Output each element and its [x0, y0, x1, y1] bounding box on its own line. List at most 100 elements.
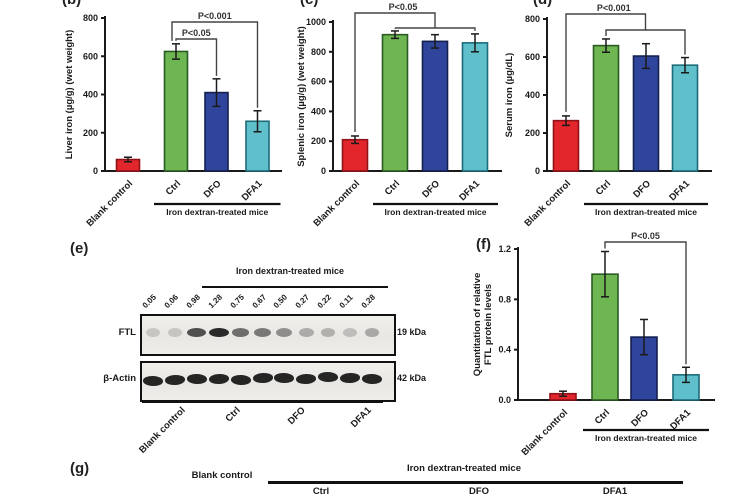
error-bar: [172, 43, 180, 60]
error-bar: [559, 390, 567, 397]
ftl-band: [364, 328, 380, 337]
treated-group-label: Iron dextran-treated mice: [595, 433, 697, 443]
bar-dfa1: [461, 42, 489, 172]
error-bar: [212, 78, 221, 108]
x-category-label: DFO: [420, 178, 442, 200]
y-axis-title: Quantitation of relative: [472, 273, 483, 376]
x-category-label: DFO: [631, 178, 653, 200]
actin-band: [230, 374, 251, 385]
significance-label: P<0.001: [198, 11, 232, 21]
x-category-label: DFA1: [668, 407, 693, 432]
western-blot-panel: Iron dextran-treated mice FTL β-Actin 19…: [60, 238, 460, 460]
error-bar: [253, 110, 262, 133]
ftl-band: [253, 328, 271, 337]
y-tick-label: 600: [525, 52, 540, 62]
bar-blank-control: [341, 138, 369, 172]
actin-band: [208, 373, 229, 385]
bar-dfa1: [671, 64, 699, 172]
lane-value: 0.27: [293, 292, 312, 310]
treated-group-label: Iron dextran-treated mice: [595, 207, 697, 217]
error-bar: [642, 42, 650, 70]
x-category-label: Blank control: [84, 178, 135, 229]
blot-group-segment: [142, 401, 186, 403]
bar-ctrl: [592, 44, 620, 172]
lane-value: 0.98: [184, 292, 202, 310]
significance-bracket: [565, 13, 647, 112]
bar-blank-control: [552, 119, 580, 172]
y-tick-label: 1000: [306, 17, 326, 27]
y-tick-label: 0: [535, 166, 540, 176]
significance-label: P<0.05: [389, 2, 418, 12]
sample-table-panel: Blank control Iron dextran-treated mice …: [0, 455, 750, 500]
error-bar: [682, 366, 690, 384]
error-bar: [391, 30, 399, 40]
significance-label: P<0.05: [631, 231, 660, 241]
y-tick-label: 0: [93, 166, 98, 176]
ftl-band: [231, 328, 250, 337]
panel-letter-g: (g): [70, 460, 90, 477]
y-axis-title: Liver iron (µg/g) (wet weight): [64, 30, 75, 160]
lane-value: 0.50: [272, 292, 290, 310]
significance-bracket: [171, 21, 259, 108]
error-bar: [431, 33, 439, 49]
x-category-label: DFA1: [457, 178, 482, 203]
x-category-label: Blank control: [522, 178, 573, 229]
blot-group-segment: [251, 401, 318, 403]
y-tick-label: 800: [525, 14, 540, 24]
g-group-header: Iron dextran-treated mice: [406, 463, 522, 474]
x-category-label: Ctrl: [593, 407, 612, 426]
error-bar: [640, 318, 648, 356]
g-blank-control-label: Blank control: [191, 470, 253, 481]
y-tick-label: 600: [311, 77, 326, 87]
chart-svg-d: 0 200 400 600 800 Serum iron (µg/dL) Blank con…: [504, 3, 712, 229]
group-bracket: [394, 27, 476, 31]
error-bar: [351, 135, 359, 145]
lane-value: 0.06: [162, 292, 180, 310]
error-bar: [124, 156, 132, 163]
treated-group-label: Iron dextran-treated mice: [384, 207, 486, 217]
x-category-label: Ctrl: [164, 178, 183, 197]
lane-value: 0.05: [140, 292, 159, 310]
treated-group-label: Iron dextran-treated mice: [166, 207, 268, 217]
ftl-band: [298, 328, 314, 337]
y-tick-label: 400: [83, 90, 98, 100]
ftl-band: [168, 328, 182, 337]
y-tick-label: 0: [321, 166, 326, 176]
ftl-band: [208, 328, 229, 337]
bar-dfo: [632, 55, 660, 172]
error-bar: [681, 56, 689, 74]
ftl-kda-label: 19 kDa: [397, 327, 427, 337]
g-column-dfo: DFO: [468, 486, 490, 497]
y-tick-label: 400: [525, 90, 540, 100]
error-bar: [562, 115, 570, 127]
ftl-row-label: FTL: [118, 327, 136, 338]
y-tick-label: 800: [83, 13, 98, 23]
y-axis-title: FTL protein levels: [483, 284, 494, 365]
y-axis-title: Splenic iron (µg/g) (wet weight): [296, 26, 307, 167]
lane-value: 0.28: [359, 292, 378, 310]
g-column-dfa1: DFA1: [602, 486, 628, 497]
y-tick-label: 0.8: [498, 294, 511, 304]
y-tick-label: 1.2: [498, 244, 511, 254]
actin-band: [274, 372, 295, 383]
ftl-band: [187, 328, 207, 337]
panel-letter-c: (c): [300, 0, 318, 8]
y-tick-label: 800: [311, 47, 326, 57]
panel-letter-d: (d): [533, 0, 552, 8]
lane-value: 0.22: [315, 292, 334, 310]
significance-bracket: [175, 38, 218, 76]
y-tick-label: 600: [83, 51, 98, 61]
chart-svg-b: 0 200 400 600 800 Liver iron (µg/g) (wet weig…: [64, 11, 282, 229]
y-tick-label: 200: [83, 128, 98, 138]
lane-value: 0.75: [228, 292, 246, 310]
splenic-iron-chart: 0 200 400 600 800 1000 Splenic iron (µg/g) (we…: [292, 0, 520, 236]
y-tick-label: 0.4: [498, 345, 511, 355]
actin-row-label: β-Actin: [103, 373, 136, 384]
y-tick-label: 0.0: [498, 395, 511, 405]
y-tick-label: 400: [311, 106, 326, 116]
panel-letter-e: (e): [70, 240, 89, 257]
lane-value: 0.11: [337, 292, 355, 310]
serum-iron-chart: 0 200 400 600 800 Serum iron (µg/dL) Blank con…: [500, 0, 750, 236]
